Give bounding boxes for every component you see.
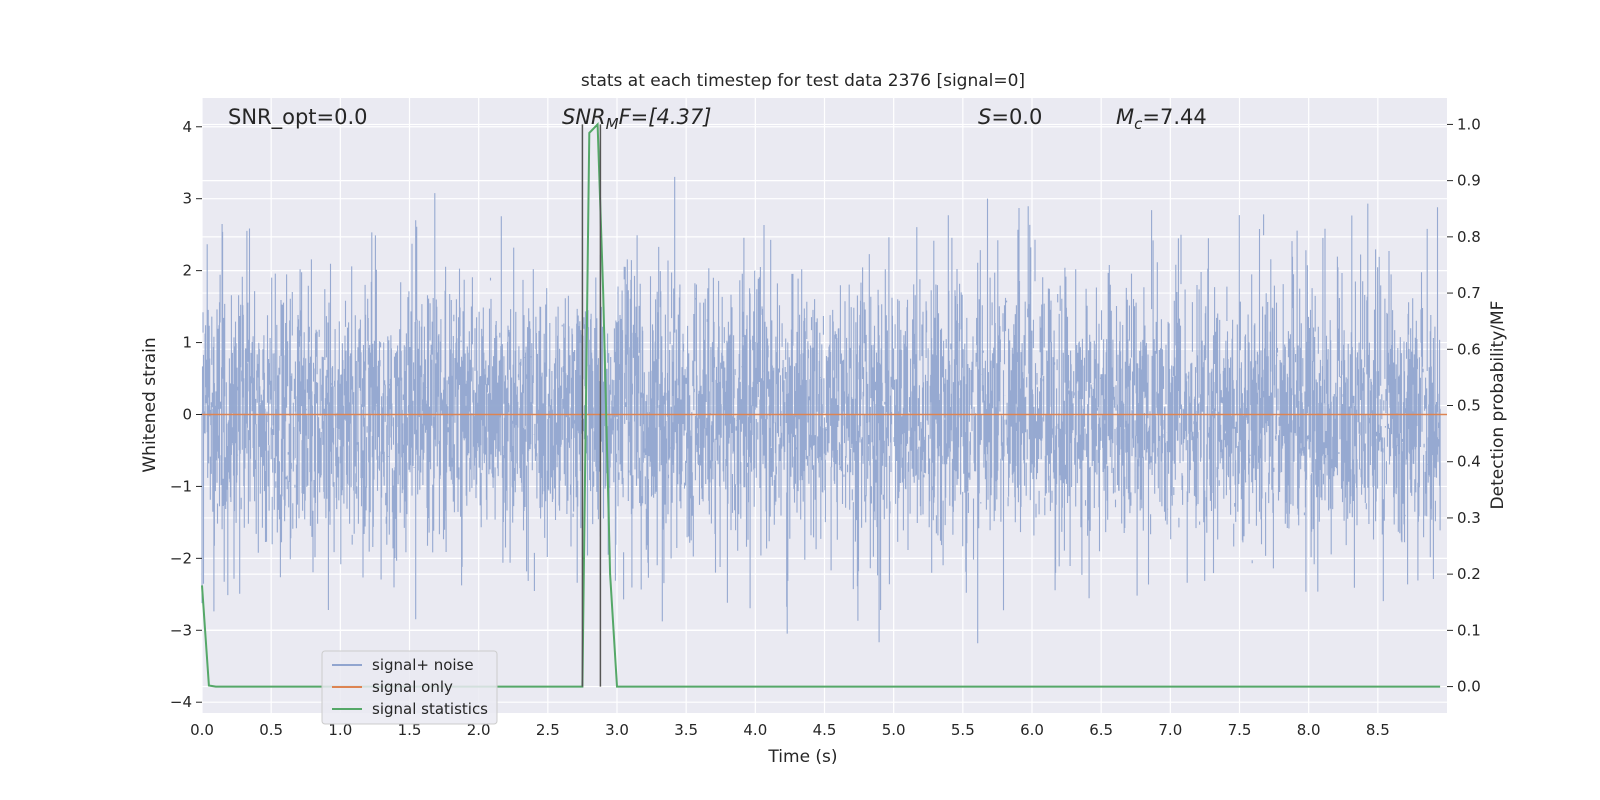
- annotation-snr-mf-base: SNR: [562, 105, 606, 129]
- y2-tick-label: 0.1: [1457, 621, 1481, 639]
- x-tick-label: 1.0: [328, 721, 352, 739]
- x-tick-label: 2.5: [536, 721, 560, 739]
- annotation-s-base: S: [978, 105, 991, 129]
- annotation-mc-sub: c: [1134, 115, 1143, 133]
- series-signal-noise: [201, 176, 1441, 644]
- y2-tick-label: 0.9: [1457, 172, 1481, 190]
- y-tick-label: 1: [182, 334, 192, 352]
- y2-tick-label: 0.5: [1457, 397, 1481, 415]
- x-tick-label: 3.0: [605, 721, 629, 739]
- series-line-signal-noise: [201, 176, 1441, 644]
- annotation-snr-mf-sub: M: [606, 115, 619, 133]
- chart-title: stats at each timestep for test data 237…: [581, 71, 1025, 91]
- y2-tick-label: 0.8: [1457, 228, 1481, 246]
- y2-tick-label: 0.6: [1457, 340, 1481, 358]
- series-line-signal-statistics: [201, 122, 1441, 688]
- x-tick-label: 4.5: [813, 721, 837, 739]
- y2-tick-label: 1.0: [1457, 115, 1481, 133]
- legend-label-signal-statistics: signal statistics: [372, 700, 488, 718]
- x-tick-label: 5.5: [951, 721, 975, 739]
- y2-tick-label: 0.3: [1457, 509, 1481, 527]
- y-tick-label: 0: [182, 405, 192, 423]
- x-tick-label: 3.5: [674, 721, 698, 739]
- x-tick-label: 5.0: [882, 721, 906, 739]
- series-lines: [201, 122, 1447, 688]
- y-tick-label: −4: [170, 693, 192, 711]
- annotation-snr-opt: SNR_opt=0.0: [228, 105, 368, 130]
- x-tick-label: 4.0: [743, 721, 767, 739]
- y-tick-label: 4: [182, 118, 192, 136]
- y2-tick-label: 0.2: [1457, 565, 1481, 583]
- x-tick-label: 6.5: [1089, 721, 1113, 739]
- annotation-s-rest: =0.0: [991, 105, 1042, 129]
- legend-box: [321, 650, 498, 725]
- y2-tick-label: 0.7: [1457, 284, 1481, 302]
- axes: 0.0 0.5 1.0 1.5 2.0 2.5 3.0 3.5 4.0 4.5 5.0 5.5 6.0 6…: [170, 115, 1481, 739]
- legend-label-signal-only: signal only: [372, 678, 453, 696]
- y-tick-label: −1: [170, 477, 192, 495]
- annotation-mc: Mc=7.44: [1116, 105, 1207, 133]
- y2-tick-label: 0.4: [1457, 453, 1481, 471]
- y2-axis-label: Detection probability/MF: [1488, 301, 1508, 510]
- grid: [201, 98, 1447, 713]
- y2-tick-label: 0.0: [1457, 678, 1481, 696]
- x-tick-label: 1.5: [398, 721, 422, 739]
- vertical-markers: [581, 124, 602, 687]
- y-tick-label: 2: [182, 262, 192, 280]
- y-tick-label: −3: [170, 621, 192, 639]
- x-tick-label: 2.0: [467, 721, 491, 739]
- annotation-mc-rest: =7.44: [1142, 105, 1206, 129]
- annotation-snr-mf: SNRMF=[4.37]: [562, 105, 711, 133]
- x-tick-label: 8.5: [1366, 721, 1390, 739]
- x-tick-label: 8.0: [1297, 721, 1321, 739]
- x-tick-label: 6.0: [1020, 721, 1044, 739]
- annotation-s: S=0.0: [978, 105, 1042, 129]
- x-axis-label: Time (s): [767, 747, 837, 767]
- annotation-mc-base: M: [1116, 105, 1134, 129]
- annotation-snr-mf-rest: F=[4.37]: [619, 105, 712, 129]
- x-tick-label: 0.0: [190, 721, 214, 739]
- x-tick-label: 7.0: [1158, 721, 1182, 739]
- x-tick-label: 0.5: [259, 721, 283, 739]
- legend: signal+ noise signal only signal statist…: [321, 650, 498, 725]
- legend-label-signal-noise: signal+ noise: [372, 656, 474, 674]
- y-tick-label: −2: [170, 549, 192, 567]
- y-axis-label: Whitened strain: [140, 337, 160, 472]
- y-tick-label: 3: [182, 190, 192, 208]
- x-tick-label: 7.5: [1228, 721, 1252, 739]
